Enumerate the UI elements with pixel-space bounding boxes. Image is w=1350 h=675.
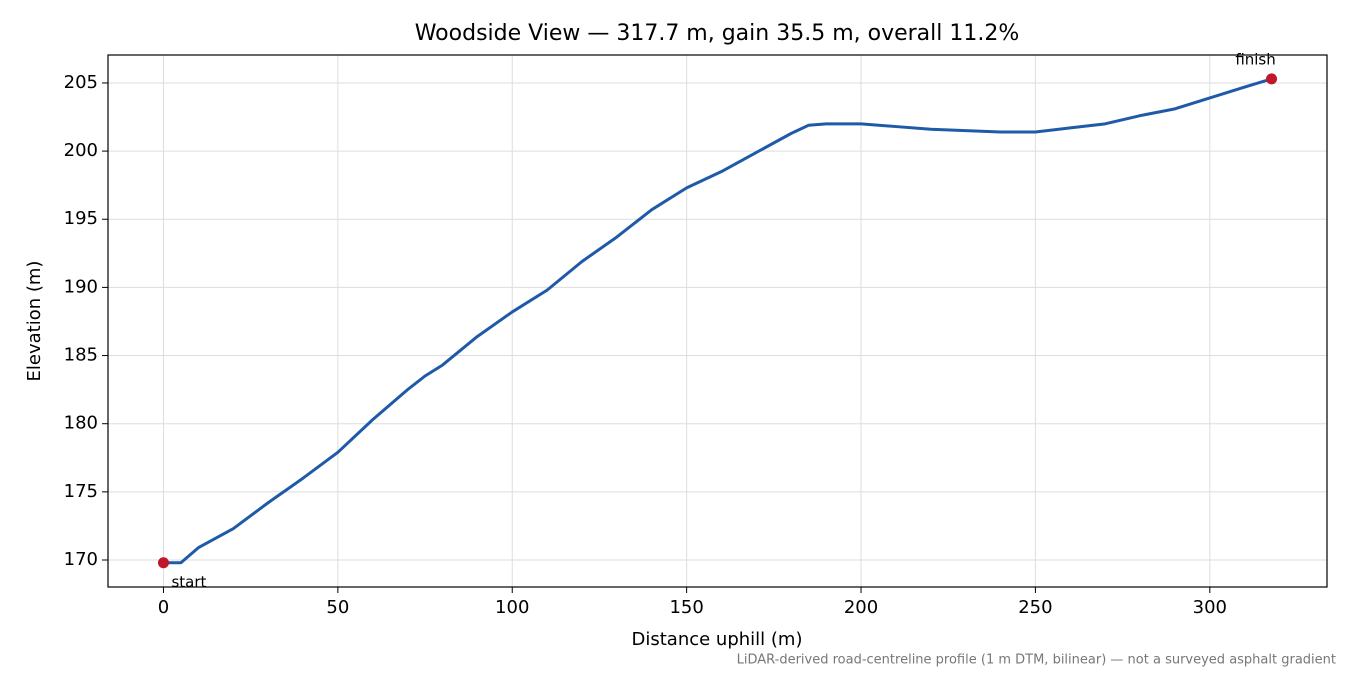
y-tick-label: 200 bbox=[64, 140, 98, 161]
x-tick-label: 250 bbox=[1018, 597, 1052, 618]
x-tick-label: 300 bbox=[1193, 597, 1227, 618]
x-tick-label: 150 bbox=[669, 597, 703, 618]
y-axis-label: Elevation (m) bbox=[24, 261, 45, 382]
y-tick-label: 205 bbox=[64, 72, 98, 93]
endpoint-label: start bbox=[171, 573, 206, 591]
endpoint-marker bbox=[1266, 73, 1278, 85]
y-tick-label: 195 bbox=[64, 208, 98, 229]
x-tick-label: 100 bbox=[495, 597, 529, 618]
x-tick-label: 200 bbox=[844, 597, 878, 618]
plot-frame bbox=[107, 54, 1328, 588]
x-tick-label: 0 bbox=[158, 597, 169, 618]
footnote: LiDAR-derived road-centreline profile (1… bbox=[737, 653, 1336, 668]
x-tick-label: 50 bbox=[326, 597, 349, 618]
y-tick-label: 170 bbox=[64, 549, 98, 570]
y-tick-label: 180 bbox=[64, 413, 98, 434]
y-tick-label: 185 bbox=[64, 345, 98, 366]
endpoint-label: finish bbox=[1235, 50, 1275, 68]
y-tick-label: 190 bbox=[64, 276, 98, 297]
y-tick-label: 175 bbox=[64, 481, 98, 502]
endpoint-marker bbox=[157, 557, 169, 569]
x-axis-label: Distance uphill (m) bbox=[632, 629, 803, 650]
elevation-line bbox=[163, 77, 1272, 565]
chart-title: Woodside View — 317.7 m, gain 35.5 m, ov… bbox=[415, 21, 1020, 46]
